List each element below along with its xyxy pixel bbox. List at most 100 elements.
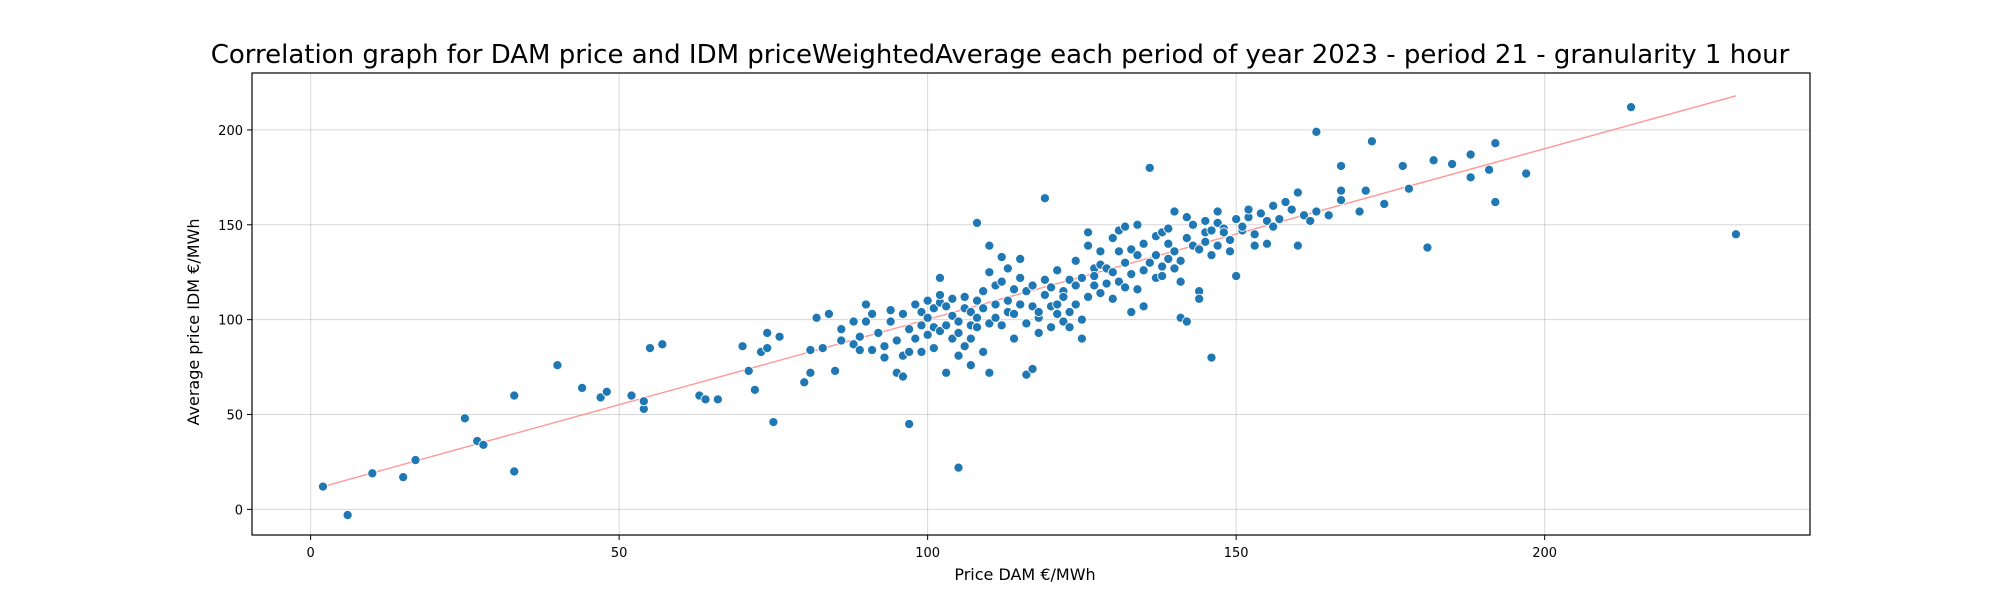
data-point <box>897 308 909 320</box>
data-point <box>1268 221 1279 232</box>
data-point <box>1206 352 1217 363</box>
data-point <box>1150 250 1161 261</box>
data-point <box>657 339 668 350</box>
data-point <box>1046 322 1057 333</box>
data-point <box>971 295 983 306</box>
data-points <box>317 102 1742 521</box>
y-tick-label: 100 <box>218 314 243 329</box>
data-point <box>743 365 754 376</box>
data-point <box>768 417 779 428</box>
data-point <box>1169 206 1180 217</box>
data-point <box>1076 333 1087 344</box>
data-point <box>1484 164 1495 175</box>
data-point <box>922 329 933 340</box>
data-point <box>638 396 649 407</box>
data-point <box>774 331 785 342</box>
data-point <box>1379 198 1390 209</box>
x-tick-label: 200 <box>1532 546 1557 561</box>
data-point <box>1046 282 1057 293</box>
data-point <box>1163 253 1174 264</box>
data-point <box>799 377 810 388</box>
data-point <box>1200 215 1211 227</box>
data-point <box>367 468 378 479</box>
data-point <box>1015 272 1026 283</box>
data-point <box>971 217 983 228</box>
data-point <box>965 307 976 318</box>
data-point <box>953 462 964 473</box>
data-point <box>904 346 915 357</box>
data-point <box>1039 193 1050 204</box>
data-point <box>1138 238 1149 249</box>
y-tick-label: 200 <box>218 124 243 139</box>
data-point <box>1107 267 1118 278</box>
data-point <box>509 390 520 401</box>
data-point <box>1200 236 1211 247</box>
data-point <box>1157 261 1168 272</box>
data-point <box>1305 215 1316 227</box>
data-point <box>1336 160 1347 172</box>
x-tick-label: 100 <box>915 546 940 561</box>
data-point <box>1194 244 1205 255</box>
data-point <box>644 343 656 354</box>
data-point <box>1354 206 1365 217</box>
data-point <box>848 316 859 327</box>
data-point <box>953 316 964 327</box>
data-point <box>941 320 952 331</box>
data-point <box>1021 369 1032 380</box>
data-point <box>1447 159 1458 170</box>
data-point <box>1132 250 1143 261</box>
data-point <box>1132 284 1143 295</box>
data-point <box>885 316 896 327</box>
data-point <box>601 386 612 397</box>
data-point <box>1311 206 1322 217</box>
data-point <box>978 286 989 297</box>
data-point <box>934 289 946 301</box>
data-point <box>959 341 970 352</box>
data-point <box>848 339 859 350</box>
data-point <box>860 316 871 327</box>
data-point <box>947 310 958 321</box>
x-axis-label: Price DAM €/MWh <box>954 565 1095 584</box>
data-point <box>1403 183 1414 194</box>
data-point <box>1033 307 1044 318</box>
data-point <box>1070 299 1081 310</box>
data-point <box>916 307 927 318</box>
data-point <box>1268 200 1279 211</box>
data-point <box>626 390 637 401</box>
data-point <box>805 344 816 356</box>
data-point <box>897 371 909 382</box>
data-point <box>1008 333 1020 344</box>
data-point <box>978 303 989 314</box>
data-point <box>910 333 921 344</box>
data-point <box>1144 162 1155 173</box>
data-point <box>737 341 748 352</box>
data-point <box>1101 278 1112 289</box>
data-point <box>1039 274 1050 285</box>
data-point <box>1280 196 1291 208</box>
data-point <box>1212 206 1223 217</box>
data-point <box>910 299 921 310</box>
data-point <box>934 272 946 283</box>
data-point <box>1120 257 1131 268</box>
data-point <box>1144 257 1155 268</box>
data-point <box>1138 301 1149 312</box>
data-point <box>934 325 946 337</box>
data-point <box>1181 233 1192 244</box>
data-point <box>1206 250 1217 261</box>
chart-title: Correlation graph for DAM price and IDM … <box>211 40 1790 70</box>
data-point <box>317 481 329 492</box>
data-point <box>1033 327 1044 338</box>
data-point <box>1126 307 1137 318</box>
data-point <box>823 308 834 320</box>
data-point <box>1052 265 1063 276</box>
data-point <box>1428 155 1439 166</box>
data-point <box>1126 244 1137 255</box>
data-point <box>1021 286 1032 297</box>
data-point <box>1027 363 1038 375</box>
y-axis-label: Average price IDM €/MWh <box>184 219 203 426</box>
data-point <box>1021 318 1032 329</box>
data-point <box>749 384 760 395</box>
data-point <box>854 344 865 356</box>
data-point <box>990 312 1001 323</box>
